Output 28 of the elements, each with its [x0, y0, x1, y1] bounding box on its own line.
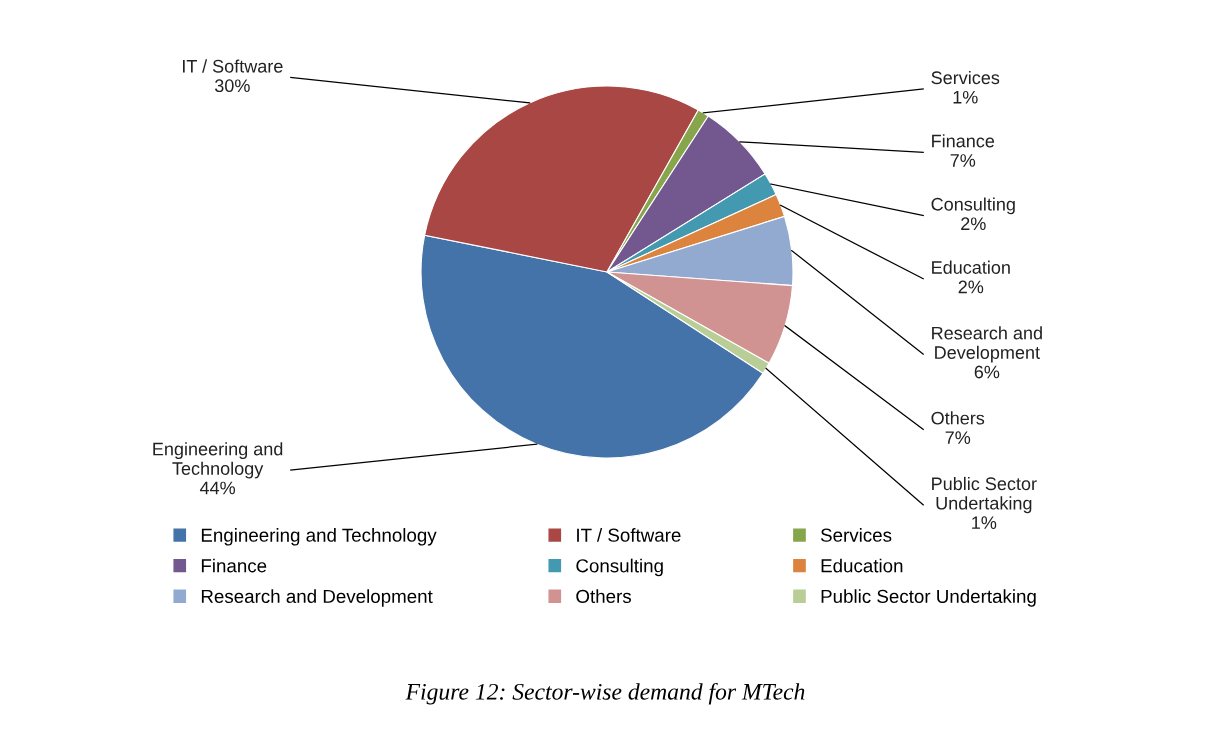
slice-label: Others	[931, 411, 985, 425]
data-label: 44%	[199, 481, 236, 495]
slice-label: Engineering and Technology	[153, 442, 283, 479]
legend-label: Research and Development	[201, 589, 433, 607]
legend-label: Public Sector Undertaking	[821, 589, 1036, 607]
data-label: 6%	[974, 365, 1000, 379]
legend-label: Engineering and Technology	[201, 528, 437, 546]
slice-label: Finance	[932, 134, 995, 148]
data-label: 7%	[945, 431, 971, 444]
slice-label: IT / Software	[183, 59, 283, 73]
legend-label: Others	[576, 589, 631, 604]
legend-label: Finance	[201, 558, 267, 573]
legend-label: Education	[821, 558, 903, 573]
data-label: 30%	[214, 79, 250, 93]
data-label: 2%	[961, 217, 986, 231]
text: Figure 12: Sector-wise demand for MTech	[405, 682, 805, 705]
slice-label: Services	[931, 70, 1000, 85]
data-label: 7%	[950, 154, 976, 167]
data-label: 2%	[958, 280, 984, 294]
data-label: 1%	[953, 90, 978, 104]
data-label: 1%	[972, 516, 997, 529]
slice-label: Research and Development	[932, 326, 1042, 363]
slice-label: Consulting	[931, 197, 1015, 215]
legend-label: Services	[820, 528, 892, 542]
legend-label: IT / Software	[577, 528, 681, 542]
legend-label: Consulting	[576, 558, 663, 577]
slice-label: Public Sector Undertaking	[932, 476, 1037, 514]
slice-label: Education	[932, 260, 1010, 274]
